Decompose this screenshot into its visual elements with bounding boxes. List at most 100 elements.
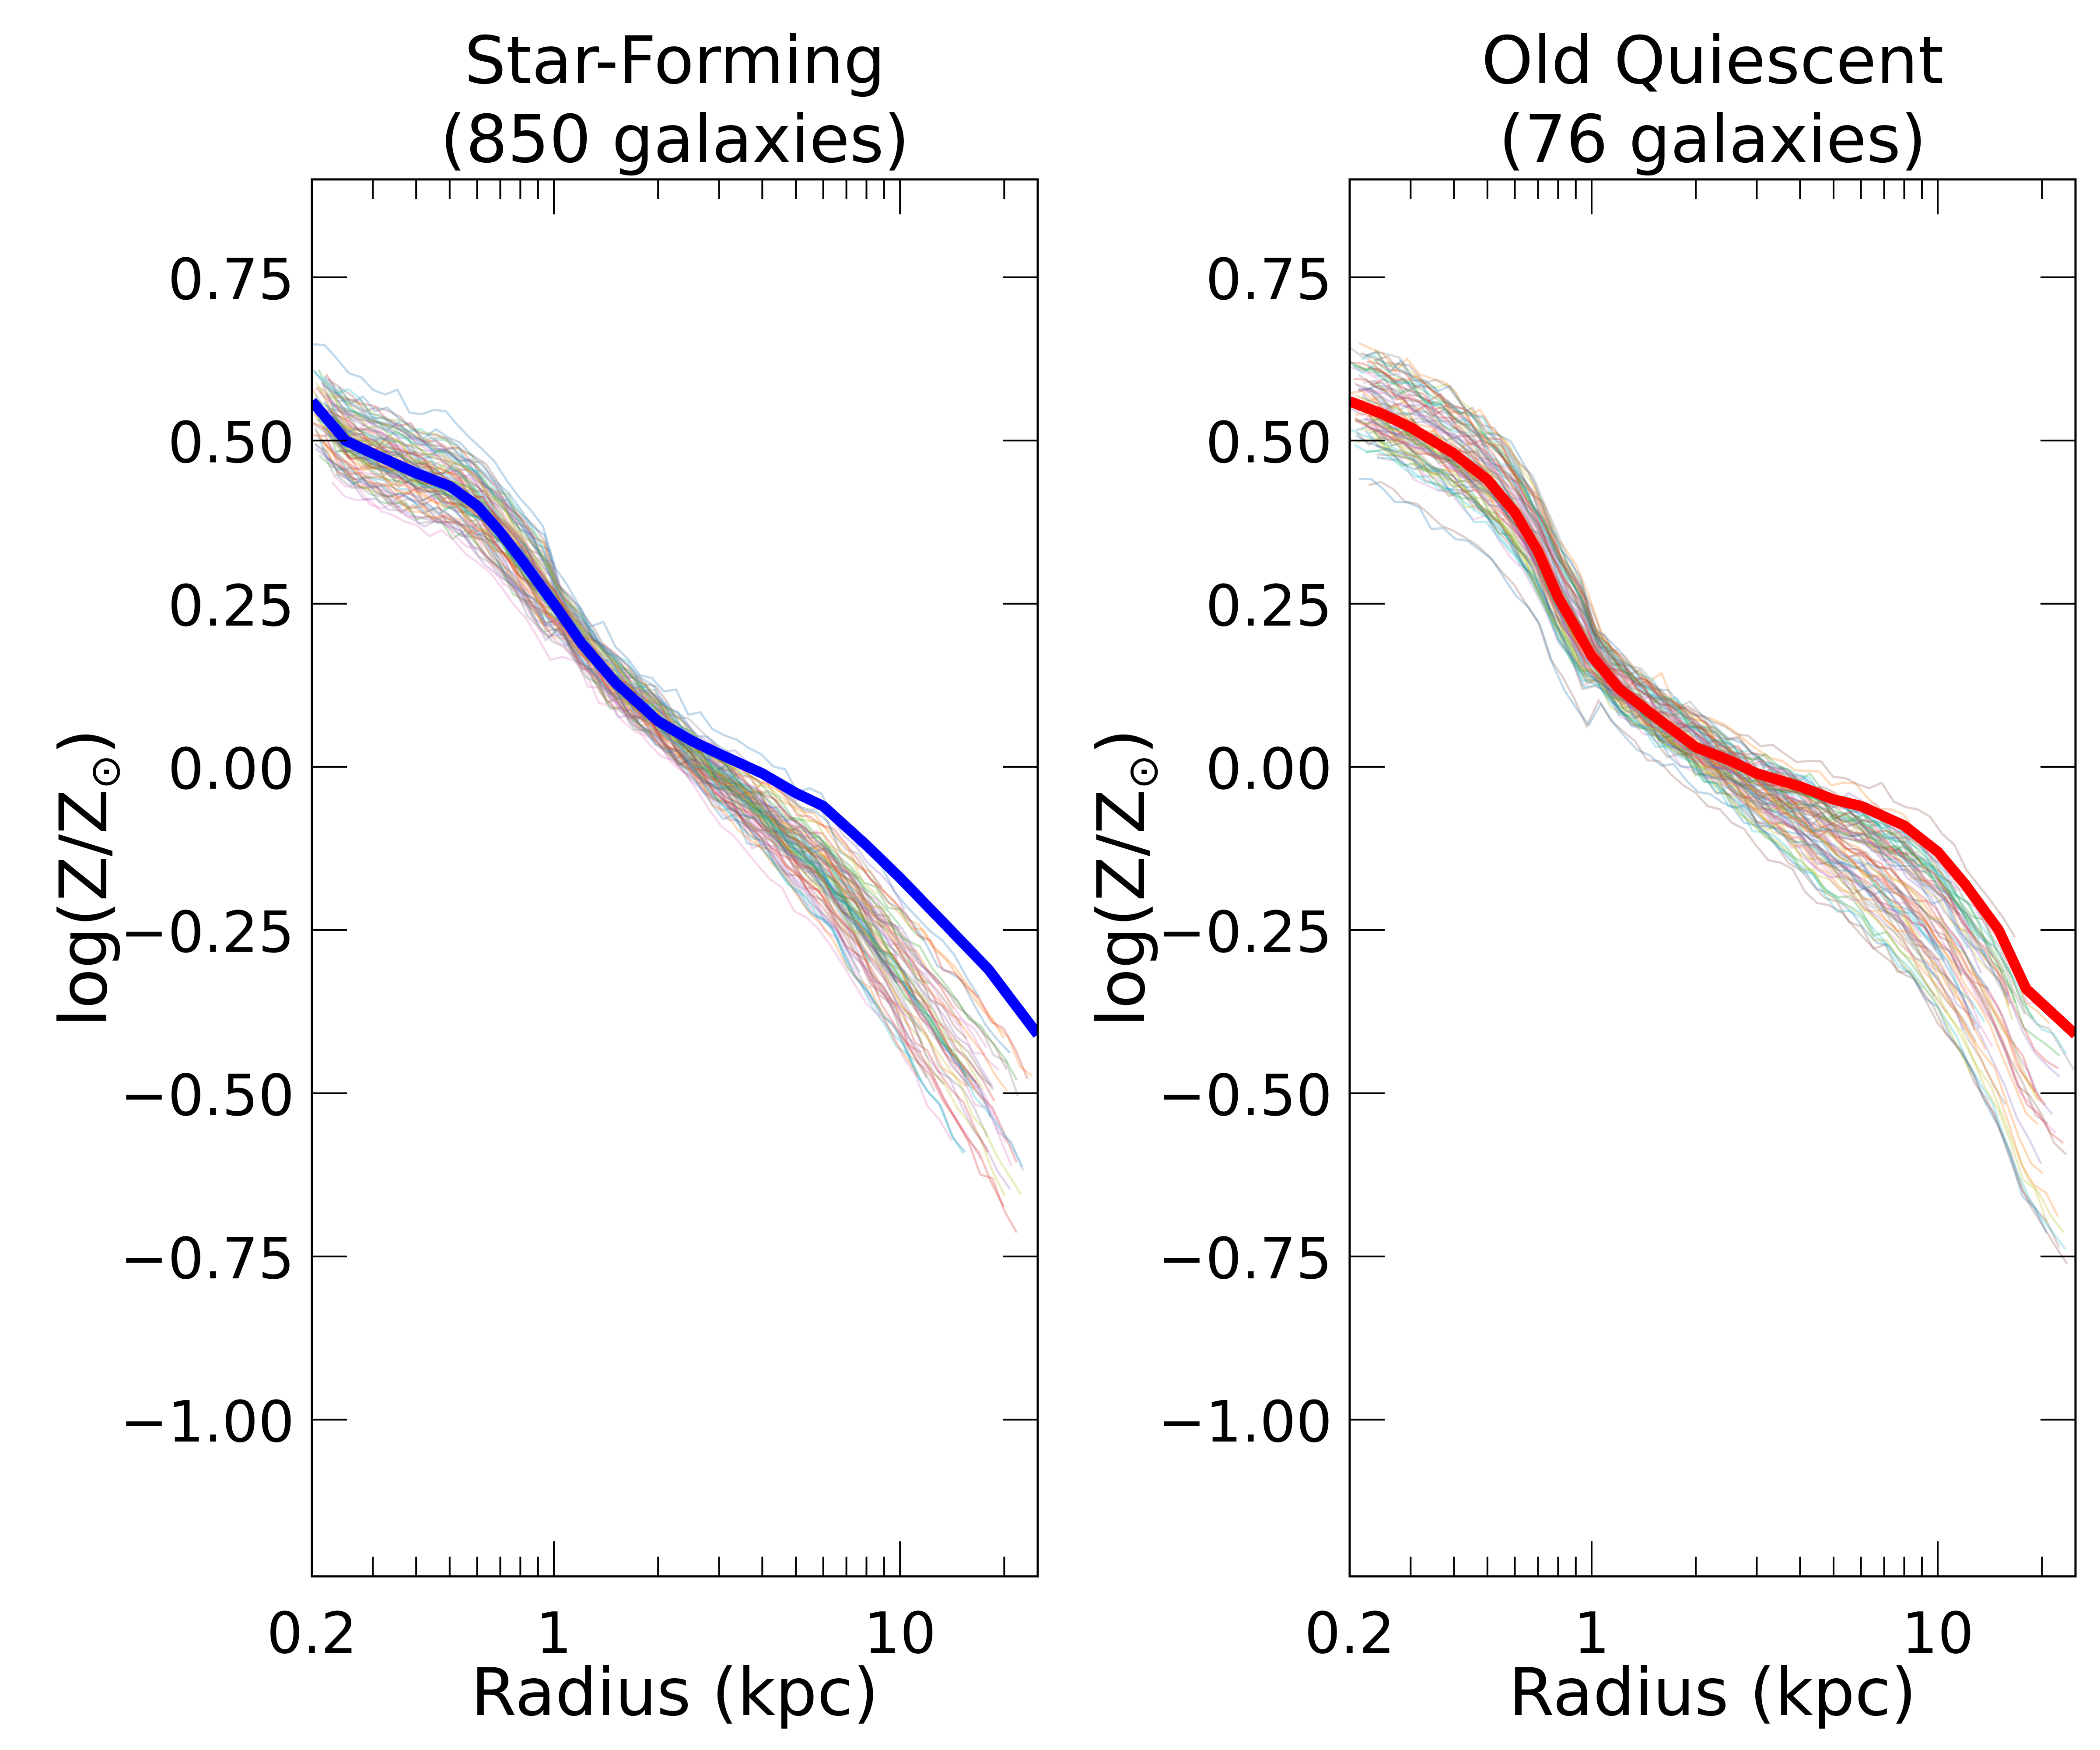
individual-profile-line — [339, 465, 1007, 1144]
individual-profile-line — [318, 454, 865, 935]
y-tick-label: 0.25 — [168, 573, 294, 639]
individual-profile-line — [1374, 422, 1970, 949]
y-axis-label-old-quiescent: log(Z/Z⊙) — [1084, 729, 1167, 1027]
individual-profile-line — [1368, 367, 1963, 976]
y-tick-label: −0.75 — [1158, 1225, 1332, 1292]
individual-profile-line — [1372, 412, 2065, 1233]
individual-profile-line — [1350, 366, 1994, 1047]
individual-profile-line — [318, 369, 901, 927]
median-profile-old-quiescent — [1350, 396, 2076, 1039]
individual-profile-line — [1360, 352, 2016, 938]
individual-profile-line — [1365, 385, 1936, 945]
individual-profile-line — [338, 386, 885, 967]
subtitle-old-quiescent: (76 galaxies) — [1499, 102, 1926, 178]
individual-profile-line — [336, 468, 991, 1086]
individual-profiles-star-forming — [312, 343, 1033, 1233]
individual-profile-line — [315, 430, 1008, 1092]
individual-profile-line — [1364, 418, 1972, 1015]
title-star-forming: Star-Forming — [465, 23, 886, 99]
individual-profile-line — [320, 448, 989, 1108]
individual-profile-line — [336, 413, 956, 1060]
y-tick-label: −0.50 — [120, 1062, 294, 1129]
individual-profile-line — [1367, 360, 2047, 1106]
individual-profile-line — [1354, 420, 1937, 951]
individual-profile-line — [313, 371, 861, 931]
individual-profile-line — [325, 393, 896, 1008]
individual-profile-line — [329, 447, 865, 906]
individual-profile-line — [323, 441, 919, 1077]
individual-profile-line — [331, 390, 878, 896]
individual-profile-line — [336, 427, 1005, 1208]
y-tick-label: 0.50 — [168, 410, 294, 476]
y-tick-label: −1.00 — [120, 1389, 294, 1455]
individual-profile-line — [313, 369, 896, 980]
y-tick-label: 0.00 — [168, 736, 294, 802]
individual-profile-line — [1373, 359, 2005, 973]
individual-profile-line — [1371, 435, 2039, 1102]
individual-profile-line — [327, 427, 922, 1082]
y-tick-label: −0.75 — [120, 1225, 294, 1292]
individual-profile-line — [1356, 432, 1976, 1031]
individual-profile-line — [327, 457, 1008, 1070]
individual-profile-line — [1372, 430, 1919, 872]
y-axis-label-star-forming: log(Z/Z⊙) — [46, 729, 130, 1027]
individual-profile-line — [1375, 382, 1959, 916]
individual-profile-line — [318, 386, 1022, 1196]
old-quiescent-panel: 0.75 0.50 0.25 0.00 −0.25 −0.50 −0.75 −1.00 0.2 1… — [1084, 23, 2077, 1731]
individual-profile-line — [338, 388, 1006, 1197]
individual-profile-line — [338, 441, 1018, 1081]
individual-profile-line — [1369, 382, 2049, 1125]
individual-profile-line — [315, 448, 922, 1032]
individual-profile-line — [1353, 378, 1960, 916]
individual-profile-line — [1361, 354, 1956, 899]
individual-profile-line — [1368, 406, 2048, 1223]
x-tick-label: 1 — [536, 1600, 572, 1666]
subtitle-star-forming: (850 galaxies) — [440, 102, 910, 178]
individual-profile-line — [334, 402, 929, 984]
individual-profile-line — [1350, 361, 1945, 960]
individual-profile-line — [1354, 444, 1985, 1022]
individual-profile-line — [319, 390, 999, 1071]
individual-profile-line — [1355, 439, 1914, 933]
individual-profile-line — [323, 375, 871, 962]
individual-profile-line — [325, 373, 1018, 1233]
y-tick-label: 0.25 — [1206, 573, 1332, 639]
individual-profile-line — [314, 443, 922, 1053]
individual-profile-line — [333, 475, 953, 1141]
individual-profile-line — [326, 393, 874, 931]
median-profile-star-forming — [312, 398, 1038, 1038]
individual-profile-line — [1361, 428, 1894, 855]
individual-profile-line — [1369, 428, 2061, 1057]
y-tick-label: 0.00 — [1206, 736, 1332, 802]
star-forming-panel: 0.75 0.50 0.25 0.00 −0.25 −0.50 −0.75 −1.00 0.2 1… — [46, 23, 1039, 1731]
individual-profile-line — [1369, 427, 1964, 1031]
x-tick-label: 10 — [864, 1600, 936, 1666]
y-tick-label: −0.25 — [1158, 899, 1332, 966]
individual-profile-line — [1355, 434, 2048, 1234]
y-tick-label: 0.75 — [1206, 246, 1332, 313]
x-axis-label-star-forming: Radius (kpc) — [471, 1655, 878, 1731]
individual-profile-line — [330, 407, 962, 1026]
individual-profile-line — [315, 443, 1019, 1097]
individual-profile-line — [1358, 374, 2075, 1071]
individual-profile-line — [1358, 387, 1940, 961]
individual-profile-line — [1355, 425, 1963, 975]
individual-profile-line — [1358, 388, 1977, 1043]
individual-profile-line — [323, 421, 967, 1077]
individual-profile-line — [1376, 444, 1923, 938]
individual-profile-line — [1369, 383, 1940, 980]
individual-profile-line — [1355, 383, 2011, 1004]
individual-profile-line — [1363, 379, 2007, 1105]
individual-profile-line — [327, 441, 899, 958]
ticks-old-quiescent: 0.75 0.50 0.25 0.00 −0.25 −0.50 −0.75 −1.00 0.2 1… — [1158, 179, 2076, 1666]
individual-profile-line — [313, 434, 980, 1088]
individual-profile-line — [319, 438, 1024, 1171]
individual-profile-line — [312, 422, 968, 1040]
x-axis-label-old-quiescent: Radius (kpc) — [1508, 1655, 1916, 1731]
individual-profile-line — [1374, 432, 1897, 864]
x-tick-label: 0.2 — [267, 1600, 357, 1666]
individual-profile-line — [1365, 430, 2009, 998]
individual-profile-line — [1356, 417, 2060, 1078]
individual-profile-line — [317, 436, 925, 985]
individual-profile-line — [1350, 360, 1932, 880]
